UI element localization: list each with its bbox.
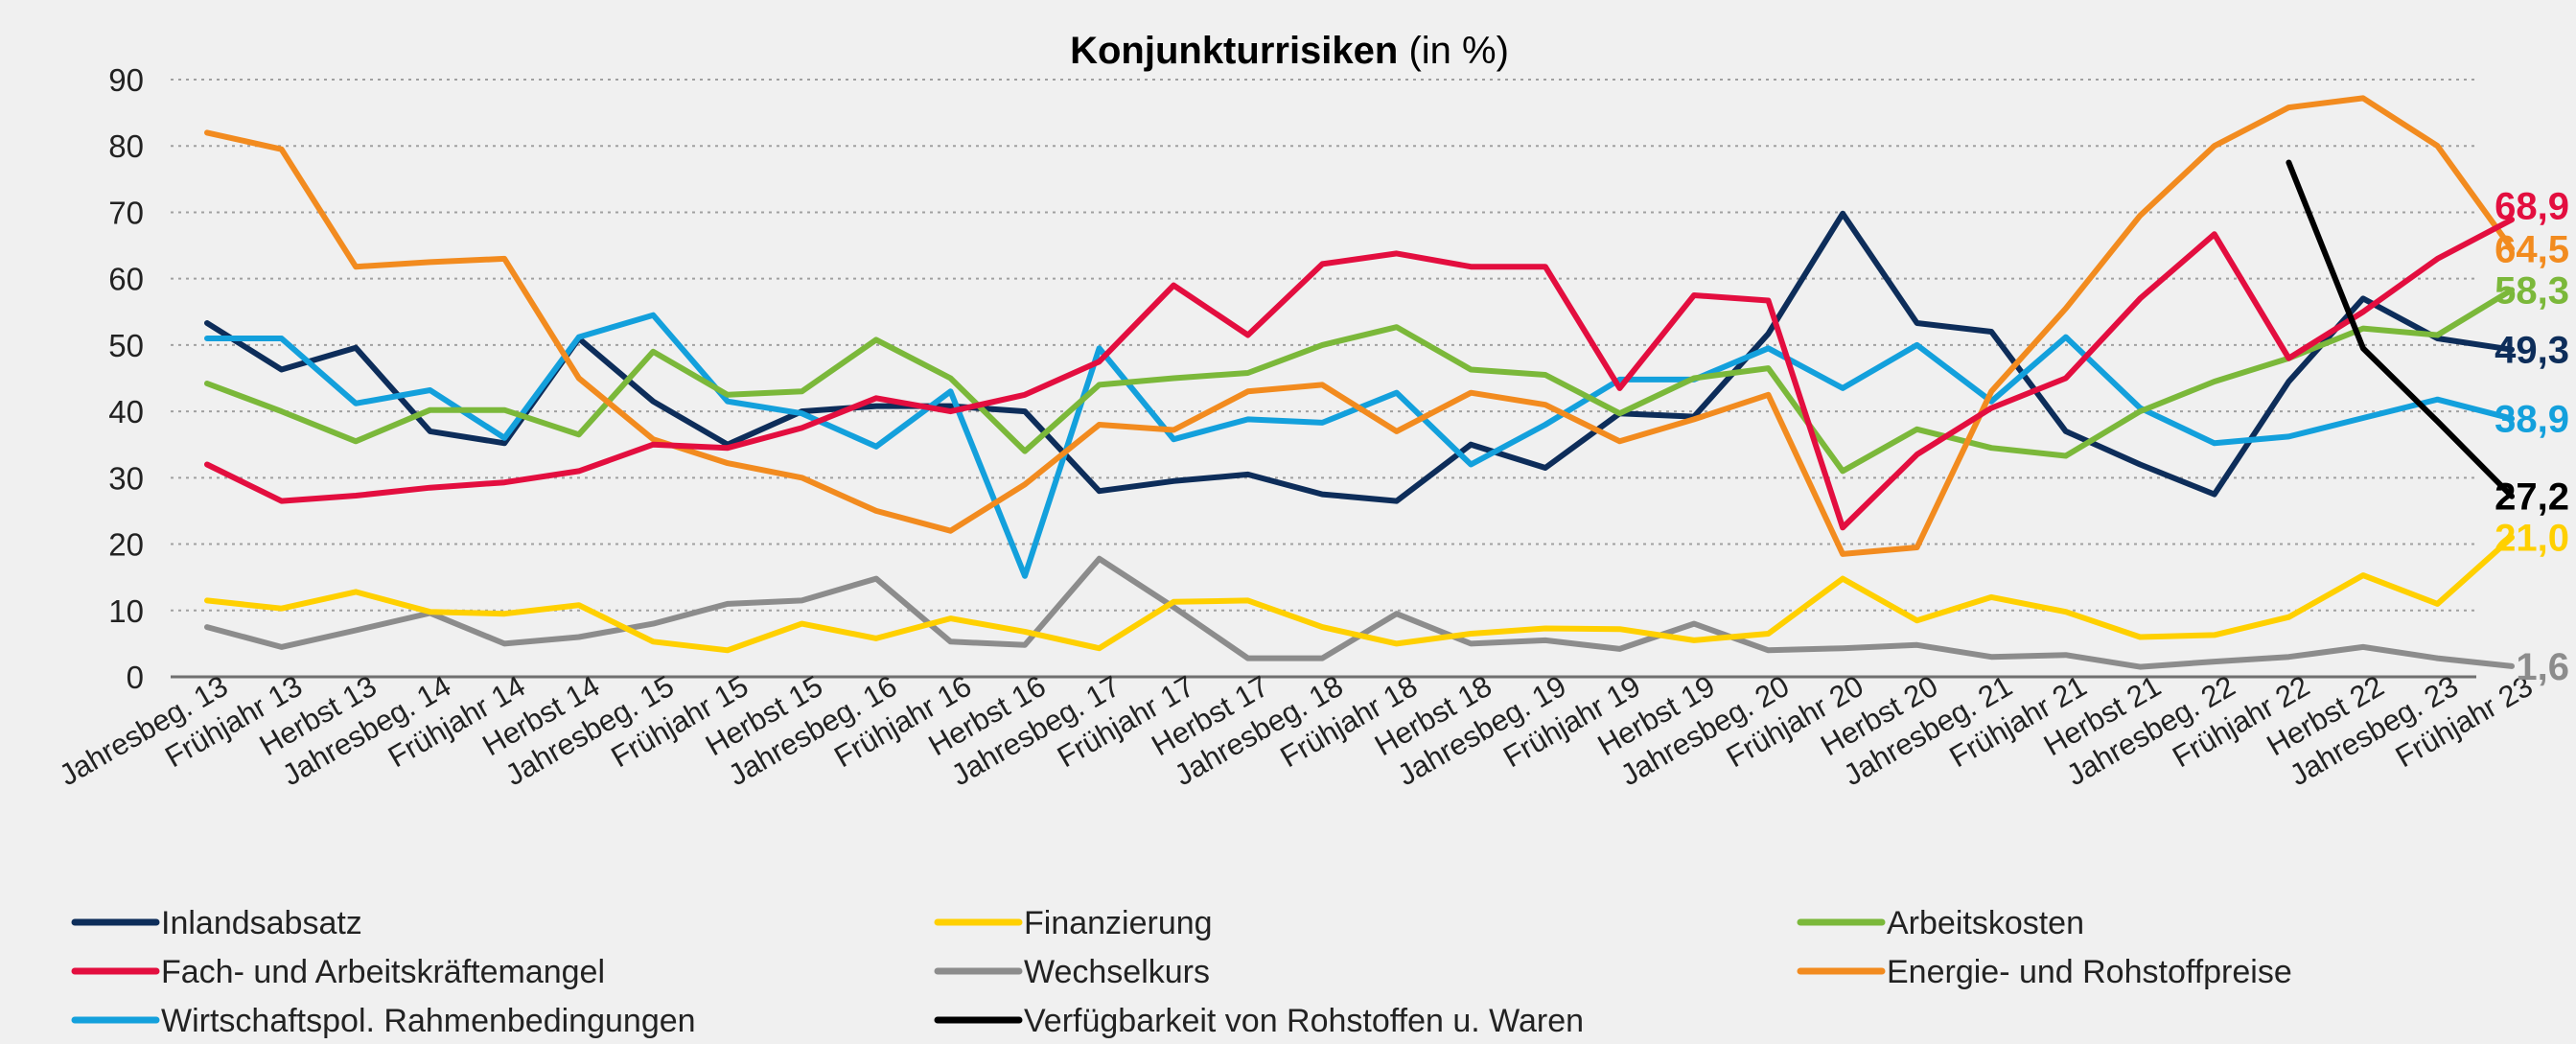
chart-title-unit: (in %): [1408, 30, 1508, 72]
series-lines: [204, 95, 2515, 670]
y-tick-label: 30: [108, 460, 144, 496]
legend-label-arbeitskosten: Arbeitskosten: [1887, 905, 2084, 941]
legend-label-energie-und-rohstoffpreise: Energie- und Rohstoffpreise: [1887, 954, 2292, 990]
y-tick-label: 70: [108, 195, 144, 230]
y-tick-label: 20: [108, 527, 144, 563]
series-line-finanzierung: [204, 534, 2515, 654]
y-tick-label: 60: [108, 262, 144, 297]
legend-label-verfugbarkeit-von-rohstoffen-u-waren: Verfügbarkeit von Rohstoffen u. Waren: [1024, 1003, 1584, 1039]
end-label-wirtschaftspol-rahmenbedingungen: 38,9: [2495, 399, 2569, 441]
series-line-verfugbarkeit-von-rohstoffen-u-waren: [2286, 159, 2515, 499]
series-line-wechselkurs: [204, 555, 2515, 670]
end-value-labels: 68,964,558,3 49,3 38,9 27,221,0 1,6: [2495, 186, 2569, 688]
y-axis-ticks: 0 10 20 30 40 50 60 70 80 90: [108, 62, 144, 695]
series-line-energie-und-rohstoffpreise: [204, 95, 2515, 557]
y-tick-label: 0: [127, 660, 144, 695]
y-tick-label: 90: [108, 62, 144, 98]
legend: Inlandsabsatz Fach- und Arbeitskräftemang…: [71, 905, 2292, 1039]
end-label-finanzierung: 21,0: [2495, 518, 2569, 560]
series-line-inlandsabsatz: [204, 210, 2515, 504]
end-label-arbeitskosten: 58,3: [2495, 269, 2569, 312]
series-line-wirtschaftspol-rahmenbedingungen: [204, 312, 2515, 579]
end-label-energie-und-rohstoffpreise: 64,5: [2495, 229, 2569, 271]
legend-label-wirtschaftspol-rahmenbedingungen: Wirtschaftspol. Rahmenbedingungen: [161, 1003, 696, 1039]
chart-title: Konjunkturrisiken (in %): [1070, 30, 1509, 72]
series-line-arbeitskosten: [204, 287, 2515, 475]
legend-label-finanzierung: Finanzierung: [1024, 905, 1213, 941]
y-tick-label: 10: [108, 593, 144, 629]
y-tick-label: 40: [108, 394, 144, 429]
y-tick-label: 80: [108, 128, 144, 164]
series-line-fach-und-arbeitskraftemangel: [204, 217, 2515, 531]
y-tick-label: 50: [108, 328, 144, 363]
end-label-inlandsabsatz: 49,3: [2495, 330, 2569, 372]
legend-label-wechselkurs: Wechselkurs: [1024, 954, 1210, 990]
chart-title-main: Konjunkturrisiken: [1070, 30, 1398, 72]
end-label-fach-und-arbeitskraftemangel: 68,9: [2495, 186, 2569, 228]
legend-label-fach-und-arbeitskraftemangel: Fach- und Arbeitskräftemangel: [161, 954, 605, 990]
end-label-wechselkurs: 1,6: [2516, 646, 2569, 688]
legend-label-inlandsabsatz: Inlandsabsatz: [161, 905, 362, 941]
end-label-verfugbarkeit-von-rohstoffen-u-waren: 27,2: [2495, 476, 2569, 519]
